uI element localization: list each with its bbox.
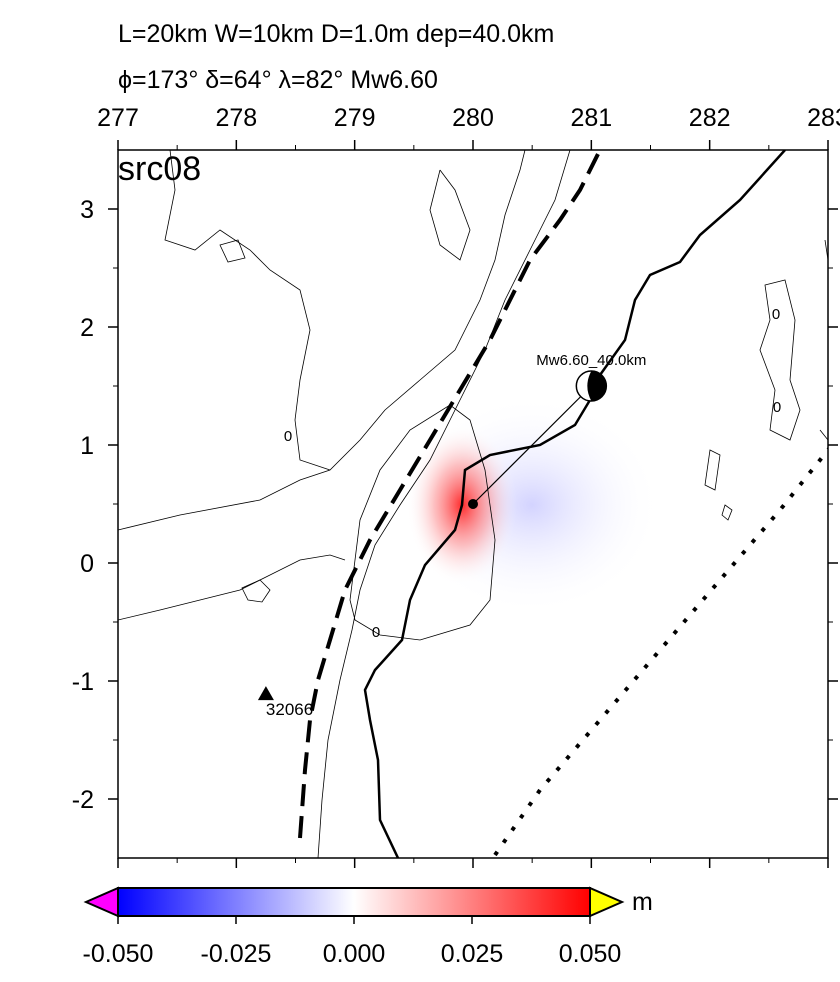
x-tick-label: 282 xyxy=(689,104,731,132)
colorbar-tick-label: 0.050 xyxy=(559,940,622,968)
colorbar xyxy=(117,887,591,917)
x-tick-label: 279 xyxy=(334,104,376,132)
colorbar-tick-label: -0.050 xyxy=(83,940,154,968)
y-tick-label: -1 xyxy=(72,668,94,696)
epicenter-label: Mw6.60_40.0km xyxy=(536,352,646,369)
source-point xyxy=(468,499,478,509)
colorbar-unit: m xyxy=(632,888,653,916)
map-area xyxy=(118,150,828,858)
x-tick-label: 280 xyxy=(452,104,494,132)
y-tick-label: 0 xyxy=(80,550,94,578)
contour-label: 0 xyxy=(772,306,780,323)
colorbar-over xyxy=(589,886,625,918)
contour-label: 0 xyxy=(773,399,781,416)
colorbar-tick-label: -0.025 xyxy=(201,940,272,968)
station-label: 32066 xyxy=(266,700,313,719)
station xyxy=(257,686,274,701)
x-tick-label: 277 xyxy=(97,104,139,132)
colorbar-tick-label: 0.025 xyxy=(441,940,504,968)
x-tick-label: 283 xyxy=(807,104,840,132)
contour-label: 0 xyxy=(284,428,292,445)
contours xyxy=(118,150,828,858)
coastline xyxy=(363,150,786,858)
trench xyxy=(298,150,602,839)
x-tick-label: 281 xyxy=(570,104,612,132)
title-line: ϕ=173° δ=64° λ=82° Mw6.60 xyxy=(118,66,438,94)
y-tick-label: 2 xyxy=(80,314,94,342)
colorbar-under xyxy=(83,886,119,918)
panel-label: src08 xyxy=(118,150,201,188)
title-line: L=20km W=10km D=1.0m dep=40.0km xyxy=(118,20,554,48)
beachball-quadrant xyxy=(587,371,607,401)
connector xyxy=(472,385,592,505)
y-tick-label: 1 xyxy=(80,432,94,460)
x-tick-label: 278 xyxy=(215,104,257,132)
contour-label: 0 xyxy=(372,624,380,641)
y-tick-label: 3 xyxy=(80,196,94,224)
colorbar-tick-label: 0.000 xyxy=(323,940,386,968)
y-tick-label: -2 xyxy=(72,786,94,814)
